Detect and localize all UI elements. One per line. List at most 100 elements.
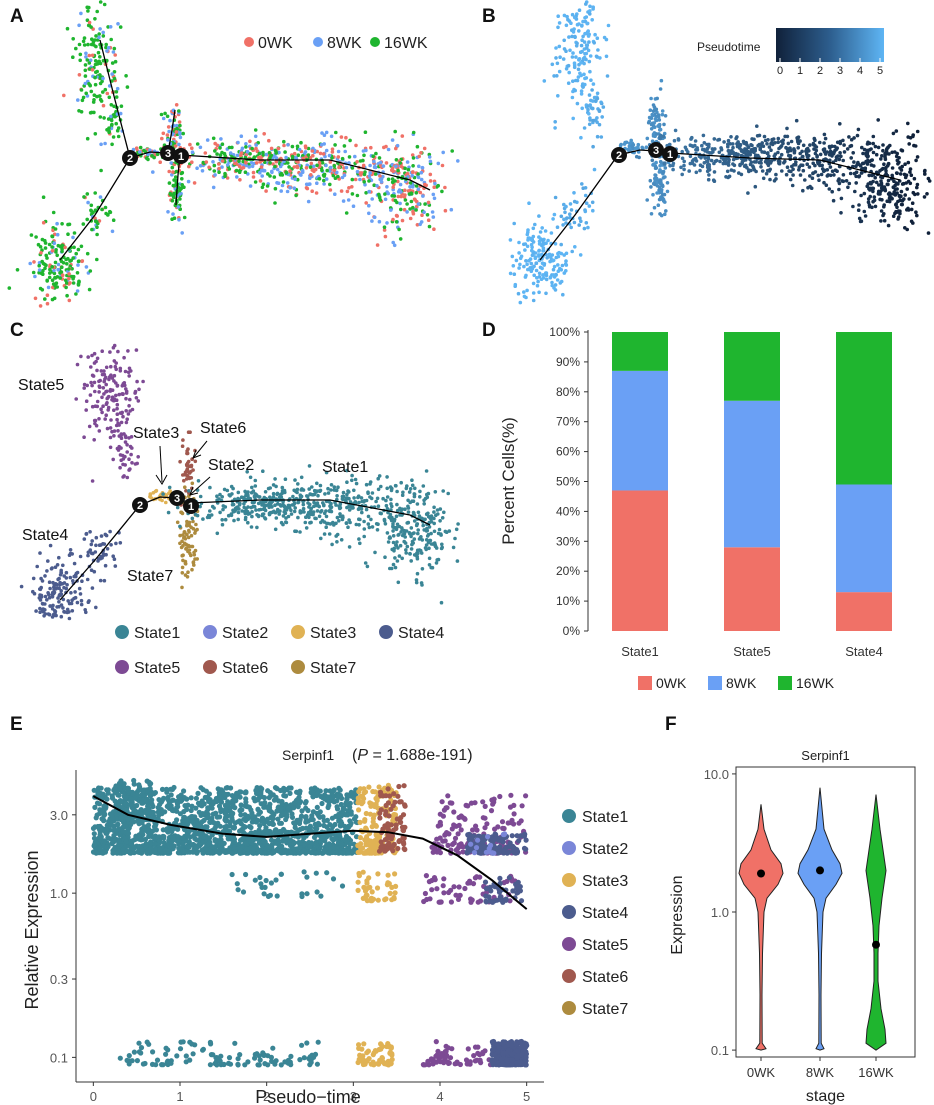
cell-point	[713, 159, 718, 164]
cell-point	[340, 517, 345, 522]
cell-point	[375, 243, 380, 247]
cell-point	[660, 183, 665, 187]
cell-point	[180, 565, 185, 570]
cell-point	[96, 50, 101, 55]
cell-point	[207, 515, 212, 520]
cell-point	[275, 181, 279, 185]
cell-point	[575, 22, 580, 27]
cell-point	[84, 91, 88, 96]
cell-point	[801, 188, 805, 193]
cell-point	[828, 165, 833, 169]
cell-point	[183, 473, 188, 477]
cell-point	[395, 143, 400, 148]
cell-point	[350, 166, 355, 170]
cell-point	[313, 516, 317, 521]
cell-point	[235, 175, 239, 179]
cell-point	[268, 174, 272, 178]
cell-point	[537, 290, 541, 295]
cell-point	[397, 554, 402, 558]
cell-point	[92, 351, 97, 356]
cell-point	[887, 152, 891, 156]
cell-point	[369, 496, 374, 501]
cell-point	[59, 568, 63, 573]
cell-point	[706, 177, 711, 182]
cell-point	[171, 212, 175, 216]
cell-point	[104, 402, 109, 407]
cell-point	[709, 158, 714, 163]
cell-point	[187, 489, 191, 493]
arrowhead-state2	[189, 486, 199, 496]
cell-point	[191, 519, 195, 524]
cell-point	[592, 95, 597, 100]
cell-point	[765, 142, 769, 146]
panel-e: E 0.10.31.03.00 1 2 3 4 5Pseudo−timeRelative …	[10, 714, 628, 1105]
cell-point	[825, 174, 830, 178]
cell-point	[572, 191, 576, 195]
cell-point	[594, 98, 598, 103]
cell-point	[335, 515, 340, 520]
cell-point	[250, 510, 254, 514]
cell-point	[51, 580, 55, 585]
cell-point	[394, 543, 399, 548]
cell-point	[45, 256, 49, 260]
cell-point	[276, 146, 281, 151]
legend-dot-state5	[115, 660, 129, 674]
cell-point	[177, 217, 181, 222]
cell-point	[354, 143, 358, 148]
cell-point	[76, 263, 80, 267]
cell-point	[34, 609, 38, 613]
cell-point	[556, 94, 560, 98]
cell-point	[200, 169, 205, 173]
cell-point	[97, 390, 101, 394]
cell-point	[413, 486, 417, 491]
cell-point	[125, 450, 129, 454]
cell-point	[416, 551, 420, 556]
cell-point	[370, 491, 375, 495]
cell-point	[135, 379, 139, 384]
cell-point	[77, 73, 82, 77]
cell-point	[109, 118, 114, 123]
cell-point	[95, 399, 100, 404]
cell-point	[130, 407, 135, 412]
cell-point	[75, 271, 80, 275]
cell-point	[536, 279, 540, 284]
cell-point	[148, 494, 152, 499]
cell-point	[383, 197, 388, 202]
cell-point	[563, 210, 567, 215]
cell-point	[134, 146, 139, 150]
cell-point	[427, 563, 432, 567]
cell-point	[337, 165, 341, 170]
panel-d-label: D	[482, 320, 496, 341]
cell-point	[71, 277, 75, 281]
cell-point	[838, 151, 842, 155]
cell-point	[404, 529, 409, 533]
cell-point	[419, 170, 424, 175]
cell-point	[783, 159, 787, 164]
cell-point	[881, 143, 885, 147]
cell-point	[912, 176, 917, 181]
cell-point	[525, 244, 530, 249]
cell-point	[182, 536, 186, 540]
panel-d-chart: 0%10%20%30%40%50%60%70%80%90%100%Percent…	[499, 325, 892, 691]
cell-point	[395, 214, 400, 218]
cell-point	[385, 221, 389, 225]
cell-point	[557, 69, 562, 74]
cell-point	[211, 160, 215, 164]
cell-point	[243, 511, 247, 516]
cell-point	[138, 145, 143, 150]
cell-point	[454, 527, 459, 532]
cell-point	[411, 130, 416, 135]
cell-point	[398, 543, 403, 548]
cell-point	[385, 507, 390, 511]
cell-point	[658, 127, 663, 132]
cell-point	[182, 541, 187, 546]
cell-point	[84, 265, 89, 269]
cell-point	[106, 25, 110, 29]
cell-point	[420, 567, 425, 571]
cell-point	[119, 458, 123, 463]
cell-point	[45, 278, 49, 283]
cell-point	[791, 173, 795, 177]
cell-point	[89, 542, 94, 547]
cell-point	[7, 286, 12, 290]
cell-point	[588, 12, 592, 16]
